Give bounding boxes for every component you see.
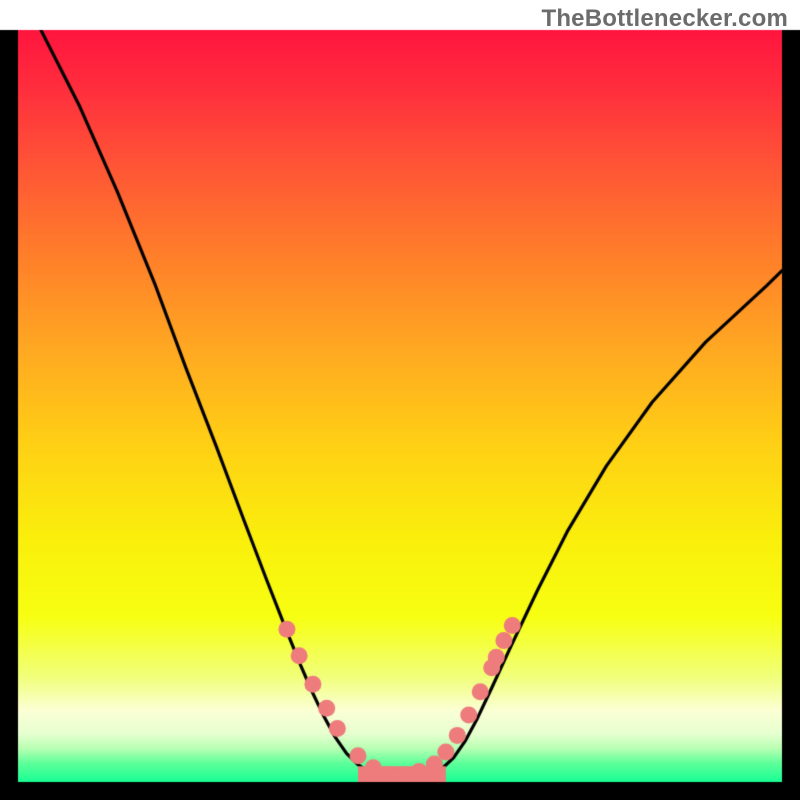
bottleneck-chart (0, 0, 800, 800)
